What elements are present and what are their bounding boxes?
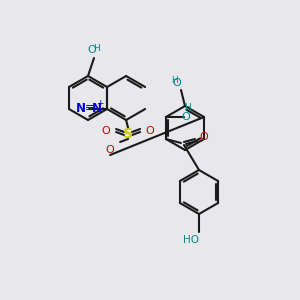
Text: O: O <box>182 112 190 122</box>
Text: O: O <box>106 145 115 155</box>
Text: S: S <box>123 127 133 141</box>
Text: O: O <box>146 126 154 136</box>
Text: O: O <box>200 132 208 142</box>
Text: O: O <box>88 45 96 55</box>
Text: H: H <box>184 103 191 112</box>
Text: N: N <box>76 101 86 115</box>
Text: HO: HO <box>183 235 199 245</box>
Text: H: H <box>93 44 99 53</box>
Text: N: N <box>92 101 102 115</box>
Text: O: O <box>102 126 110 136</box>
Text: O: O <box>172 78 182 88</box>
Text: +: + <box>96 100 104 109</box>
Text: ≡: ≡ <box>84 103 94 113</box>
Text: H: H <box>171 76 177 85</box>
